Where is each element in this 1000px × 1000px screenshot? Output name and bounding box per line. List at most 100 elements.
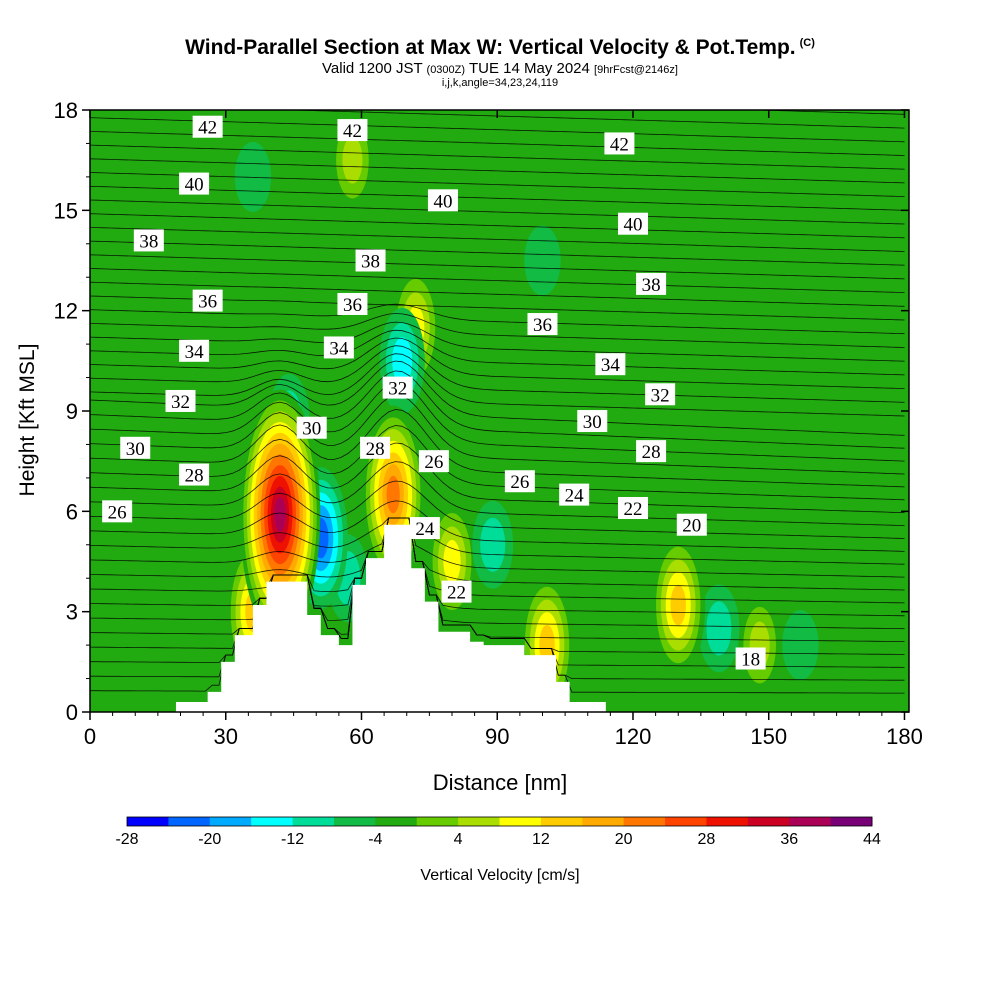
theta-label-text: 30 [126, 439, 145, 460]
theta-label-text: 20 [682, 516, 701, 537]
y-axis-label: Height [Kft MSL] [16, 344, 39, 497]
colorbar-tick-label: 12 [532, 831, 550, 848]
theta-label: 36 [527, 313, 557, 336]
theta-label-text: 42 [610, 134, 629, 155]
theta-label-text: 26 [108, 502, 127, 523]
colorbar-swatch [748, 817, 790, 826]
velocity-band [443, 540, 460, 583]
y-tick-label: 18 [54, 98, 78, 123]
theta-label-text: 32 [171, 392, 190, 413]
colorbar-tick-label: 20 [615, 831, 633, 848]
colorbar-tick-label: 28 [698, 831, 716, 848]
theta-label: 38 [356, 250, 386, 273]
x-tick-label: 60 [349, 724, 373, 749]
theta-label: 20 [677, 514, 707, 537]
theta-label: 38 [636, 273, 666, 296]
colorbar-swatch [582, 817, 624, 826]
x-tick-label: 90 [485, 724, 509, 749]
plot-area: 42 42 42 40 40 40 38 38 38 36 36 36 34 34 34 32 32 32 30 30… [90, 90, 909, 716]
colorbar-tick-label: 44 [863, 831, 881, 848]
theta-label-text: 32 [388, 379, 407, 400]
theta-label-text: 34 [329, 338, 349, 359]
colorbar-swatch [458, 817, 500, 826]
colorbar-swatch [127, 817, 169, 826]
velocity-band [671, 585, 686, 626]
colorbar-swatch [624, 817, 666, 826]
x-tick-label: 30 [214, 724, 238, 749]
theta-label-text: 24 [565, 486, 585, 507]
velocity-band [706, 601, 731, 655]
theta-label: 42 [337, 119, 367, 142]
velocity-cell [651, 534, 705, 676]
colorbar-tick-label: -4 [368, 831, 382, 848]
colorbar-swatch [500, 817, 542, 826]
theta-label-text: 40 [433, 191, 452, 212]
theta-label: 40 [428, 189, 458, 212]
theta-label-text: 40 [185, 175, 204, 196]
colorbar-tick-label: -20 [198, 831, 221, 848]
theta-label: 22 [618, 497, 648, 520]
colorbar-swatch [541, 817, 583, 826]
colorbar-swatch [334, 817, 376, 826]
y-tick-label: 15 [54, 198, 78, 223]
theta-label: 32 [383, 377, 413, 400]
theta-label-text: 18 [741, 649, 760, 670]
theta-label: 32 [645, 383, 675, 406]
colorbar-swatch [665, 817, 707, 826]
theta-label: 30 [297, 417, 327, 440]
colorbar-label: Vertical Velocity [cm/s] [420, 867, 579, 884]
theta-label: 28 [636, 440, 666, 463]
velocity-band [480, 518, 505, 572]
theta-label: 36 [337, 293, 367, 316]
velocity-band [342, 137, 362, 184]
theta-label-text: 28 [366, 439, 385, 460]
theta-label-text: 26 [424, 452, 443, 473]
theta-label: 28 [179, 464, 209, 487]
theta-label: 34 [595, 353, 625, 376]
theta-label-text: 42 [198, 118, 217, 139]
colorbar-swatch [293, 817, 335, 826]
colorbar-tick-label: -12 [281, 831, 304, 848]
velocity-cell [524, 226, 560, 296]
y-tick-label: 12 [54, 299, 78, 324]
theta-label-text: 30 [583, 412, 602, 433]
theta-label-text: 36 [533, 315, 552, 336]
theta-label-text: 38 [642, 275, 661, 296]
theta-label-text: 28 [185, 466, 204, 487]
y-tick-label: 3 [66, 600, 78, 625]
theta-label-text: 34 [185, 342, 205, 363]
colorbar-swatch [417, 817, 459, 826]
colorbar-swatch [375, 817, 417, 826]
theta-label-text: 40 [623, 215, 642, 236]
background-field [90, 110, 909, 712]
theta-label: 30 [577, 410, 607, 433]
theta-label-text: 36 [343, 295, 362, 316]
y-tick-label: 9 [66, 399, 78, 424]
theta-label-text: 38 [139, 231, 158, 252]
velocity-band [782, 610, 818, 680]
theta-label-text: 30 [302, 419, 321, 440]
colorbar-swatch [251, 817, 293, 826]
colorbar: -28 -20 -12 -4 4 12 20 28 36 44 [115, 817, 881, 848]
theta-label-text: 34 [601, 355, 621, 376]
colorbar-tick-label: -28 [115, 831, 138, 848]
theta-label: 40 [618, 213, 648, 236]
y-tick-label: 0 [66, 700, 78, 725]
colorbar-swatch [168, 817, 210, 826]
velocity-band [274, 497, 285, 531]
colorbar-swatch [831, 817, 873, 826]
theta-label: 28 [360, 437, 390, 460]
theta-label: 34 [179, 340, 209, 363]
theta-label-text: 36 [198, 292, 217, 313]
colorbar-swatch [789, 817, 831, 826]
colorbar-swatch [210, 817, 252, 826]
theta-label: 22 [442, 581, 472, 604]
theta-label-text: 22 [447, 583, 466, 604]
theta-label: 26 [505, 470, 535, 493]
velocity-cell [737, 592, 782, 698]
theta-label: 38 [134, 229, 164, 252]
x-axis-label: Distance [nm] [433, 770, 568, 795]
theta-label-text: 28 [642, 442, 661, 463]
x-tick-label: 150 [750, 724, 787, 749]
